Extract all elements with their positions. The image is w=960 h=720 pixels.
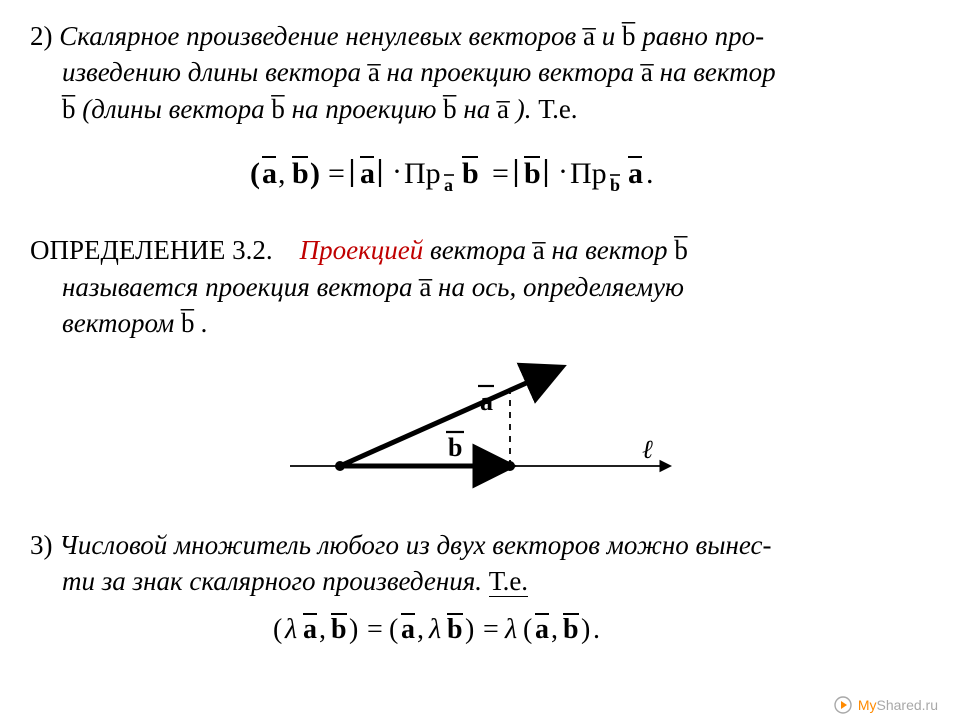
- watermark: MyShared.ru: [834, 696, 938, 714]
- svg-text:,: ,: [417, 614, 424, 645]
- svg-text:,: ,: [278, 157, 286, 190]
- definition-projection-word: Проекцией: [300, 235, 424, 265]
- svg-text:a: a: [535, 614, 549, 645]
- watermark-text: MyShared.ru: [858, 697, 938, 713]
- svg-text:b: b: [447, 614, 463, 645]
- item-2-line1-tail: равно про-: [635, 21, 764, 51]
- svg-text:,: ,: [551, 614, 558, 645]
- svg-text:b: b: [462, 157, 479, 190]
- def-vec-a-2: a̅: [419, 272, 431, 302]
- svg-text:(: (: [250, 157, 260, 190]
- svg-text:=: =: [492, 157, 509, 190]
- def-l1-a: вектора: [423, 235, 532, 265]
- vec-a-2: a̅: [368, 57, 380, 87]
- vec-b-3: b̅: [271, 94, 285, 124]
- item-3-te: Т.е.: [489, 566, 528, 597]
- def-l3-b: .: [194, 308, 208, 338]
- svg-text:·: ·: [558, 155, 568, 188]
- item-3-paragraph: 3) Числовой множитель любого из двух век…: [30, 527, 930, 600]
- svg-text:(: (: [273, 614, 282, 645]
- svg-text:): ): [310, 157, 320, 190]
- svg-text:a: a: [401, 614, 415, 645]
- item-2-line3-a: (длины вектора: [76, 94, 272, 124]
- item-2-line2-a: изведению длины вектора: [62, 57, 368, 87]
- svg-text:Пр: Пр: [570, 157, 607, 190]
- svg-text:b: b: [292, 157, 309, 190]
- svg-text:a: a: [480, 387, 493, 416]
- svg-text:a: a: [444, 175, 453, 195]
- formula-1: ( a , b ) = a · Пр a b: [30, 145, 930, 204]
- vec-a-4: a̅: [497, 94, 509, 124]
- svg-text:λ: λ: [428, 614, 441, 645]
- svg-text:b: b: [563, 614, 579, 645]
- watermark-shared: Shared: [877, 697, 922, 713]
- svg-text:b: b: [524, 157, 541, 190]
- def-l1-b: на вектор: [545, 235, 675, 265]
- svg-text:a: a: [303, 614, 317, 645]
- vec-b-4: b̅: [443, 94, 457, 124]
- vec-b-1: b̅: [622, 21, 636, 51]
- item-2-paragraph: 2) Скалярное произведение ненулевых вект…: [30, 18, 930, 127]
- svg-text:,: ,: [319, 614, 326, 645]
- svg-text:·: ·: [392, 155, 402, 188]
- svg-text:a: a: [262, 157, 277, 190]
- item-2-line1-head: Скалярное произведение ненулевых векторо…: [53, 21, 583, 51]
- def-vec-b-1: b̅: [674, 235, 688, 265]
- svg-text:Пр: Пр: [404, 157, 441, 190]
- item-2-line2-b: на проекцию вектора: [380, 57, 641, 87]
- item-2-line2-c: на вектор: [653, 57, 776, 87]
- svg-text:): ): [349, 614, 358, 645]
- svg-text:b: b: [610, 175, 620, 195]
- play-icon: [834, 696, 852, 714]
- svg-text:): ): [465, 614, 474, 645]
- def-vec-a-1: a̅: [533, 235, 545, 265]
- svg-text:λ: λ: [284, 614, 297, 645]
- item-2-line3-c: на: [457, 94, 497, 124]
- svg-text:a: a: [628, 157, 643, 190]
- def-vec-b-2: b̅: [181, 308, 195, 338]
- page: 2) Скалярное произведение ненулевых вект…: [0, 0, 960, 720]
- def-l2-b: на ось, определяемую: [431, 272, 684, 302]
- svg-text:.: .: [593, 614, 600, 645]
- svg-text:): ): [581, 614, 590, 645]
- svg-text:=: =: [328, 157, 345, 190]
- projection-diagram: a b ℓ: [30, 348, 930, 503]
- item-2-line3-d: ).: [509, 94, 538, 124]
- item-3-number: 3): [30, 530, 53, 560]
- svg-text:ℓ: ℓ: [642, 435, 653, 464]
- svg-text:=: =: [367, 614, 383, 645]
- vec-b-2: b̅: [62, 94, 76, 124]
- def-l3-a: вектором: [62, 308, 181, 338]
- vec-a-1: a̅: [583, 21, 595, 51]
- svg-text:λ: λ: [504, 614, 517, 645]
- item-3-line1: Числовой множитель любого из двух вектор…: [53, 530, 772, 560]
- svg-text:=: =: [483, 614, 499, 645]
- svg-text:(: (: [389, 614, 398, 645]
- formula-2: ( λ a , b ) = ( a , λ b ) = λ ( a: [30, 604, 930, 655]
- definition-label: ОПРЕДЕЛЕНИЕ 3.2.: [30, 235, 273, 265]
- definition-3-2: ОПРЕДЕЛЕНИЕ 3.2. Проекцией вектора a̅ на…: [30, 232, 930, 341]
- svg-text:.: .: [646, 157, 654, 190]
- vec-a-3: a̅: [641, 57, 653, 87]
- item-2-and: и: [595, 21, 622, 51]
- item-3-line2: ти за знак скалярного произведения.: [62, 566, 489, 596]
- svg-text:b: b: [448, 433, 462, 462]
- item-2-number: 2): [30, 21, 53, 51]
- svg-text:(: (: [523, 614, 532, 645]
- def-l2-a: называется проекция вектора: [62, 272, 419, 302]
- svg-text:b: b: [331, 614, 347, 645]
- item-2-te: Т.е.: [538, 94, 577, 124]
- svg-text:a: a: [360, 157, 375, 190]
- watermark-ru: .ru: [922, 697, 938, 713]
- item-2-line3-b: на проекцию: [285, 94, 443, 124]
- watermark-my: My: [858, 697, 877, 713]
